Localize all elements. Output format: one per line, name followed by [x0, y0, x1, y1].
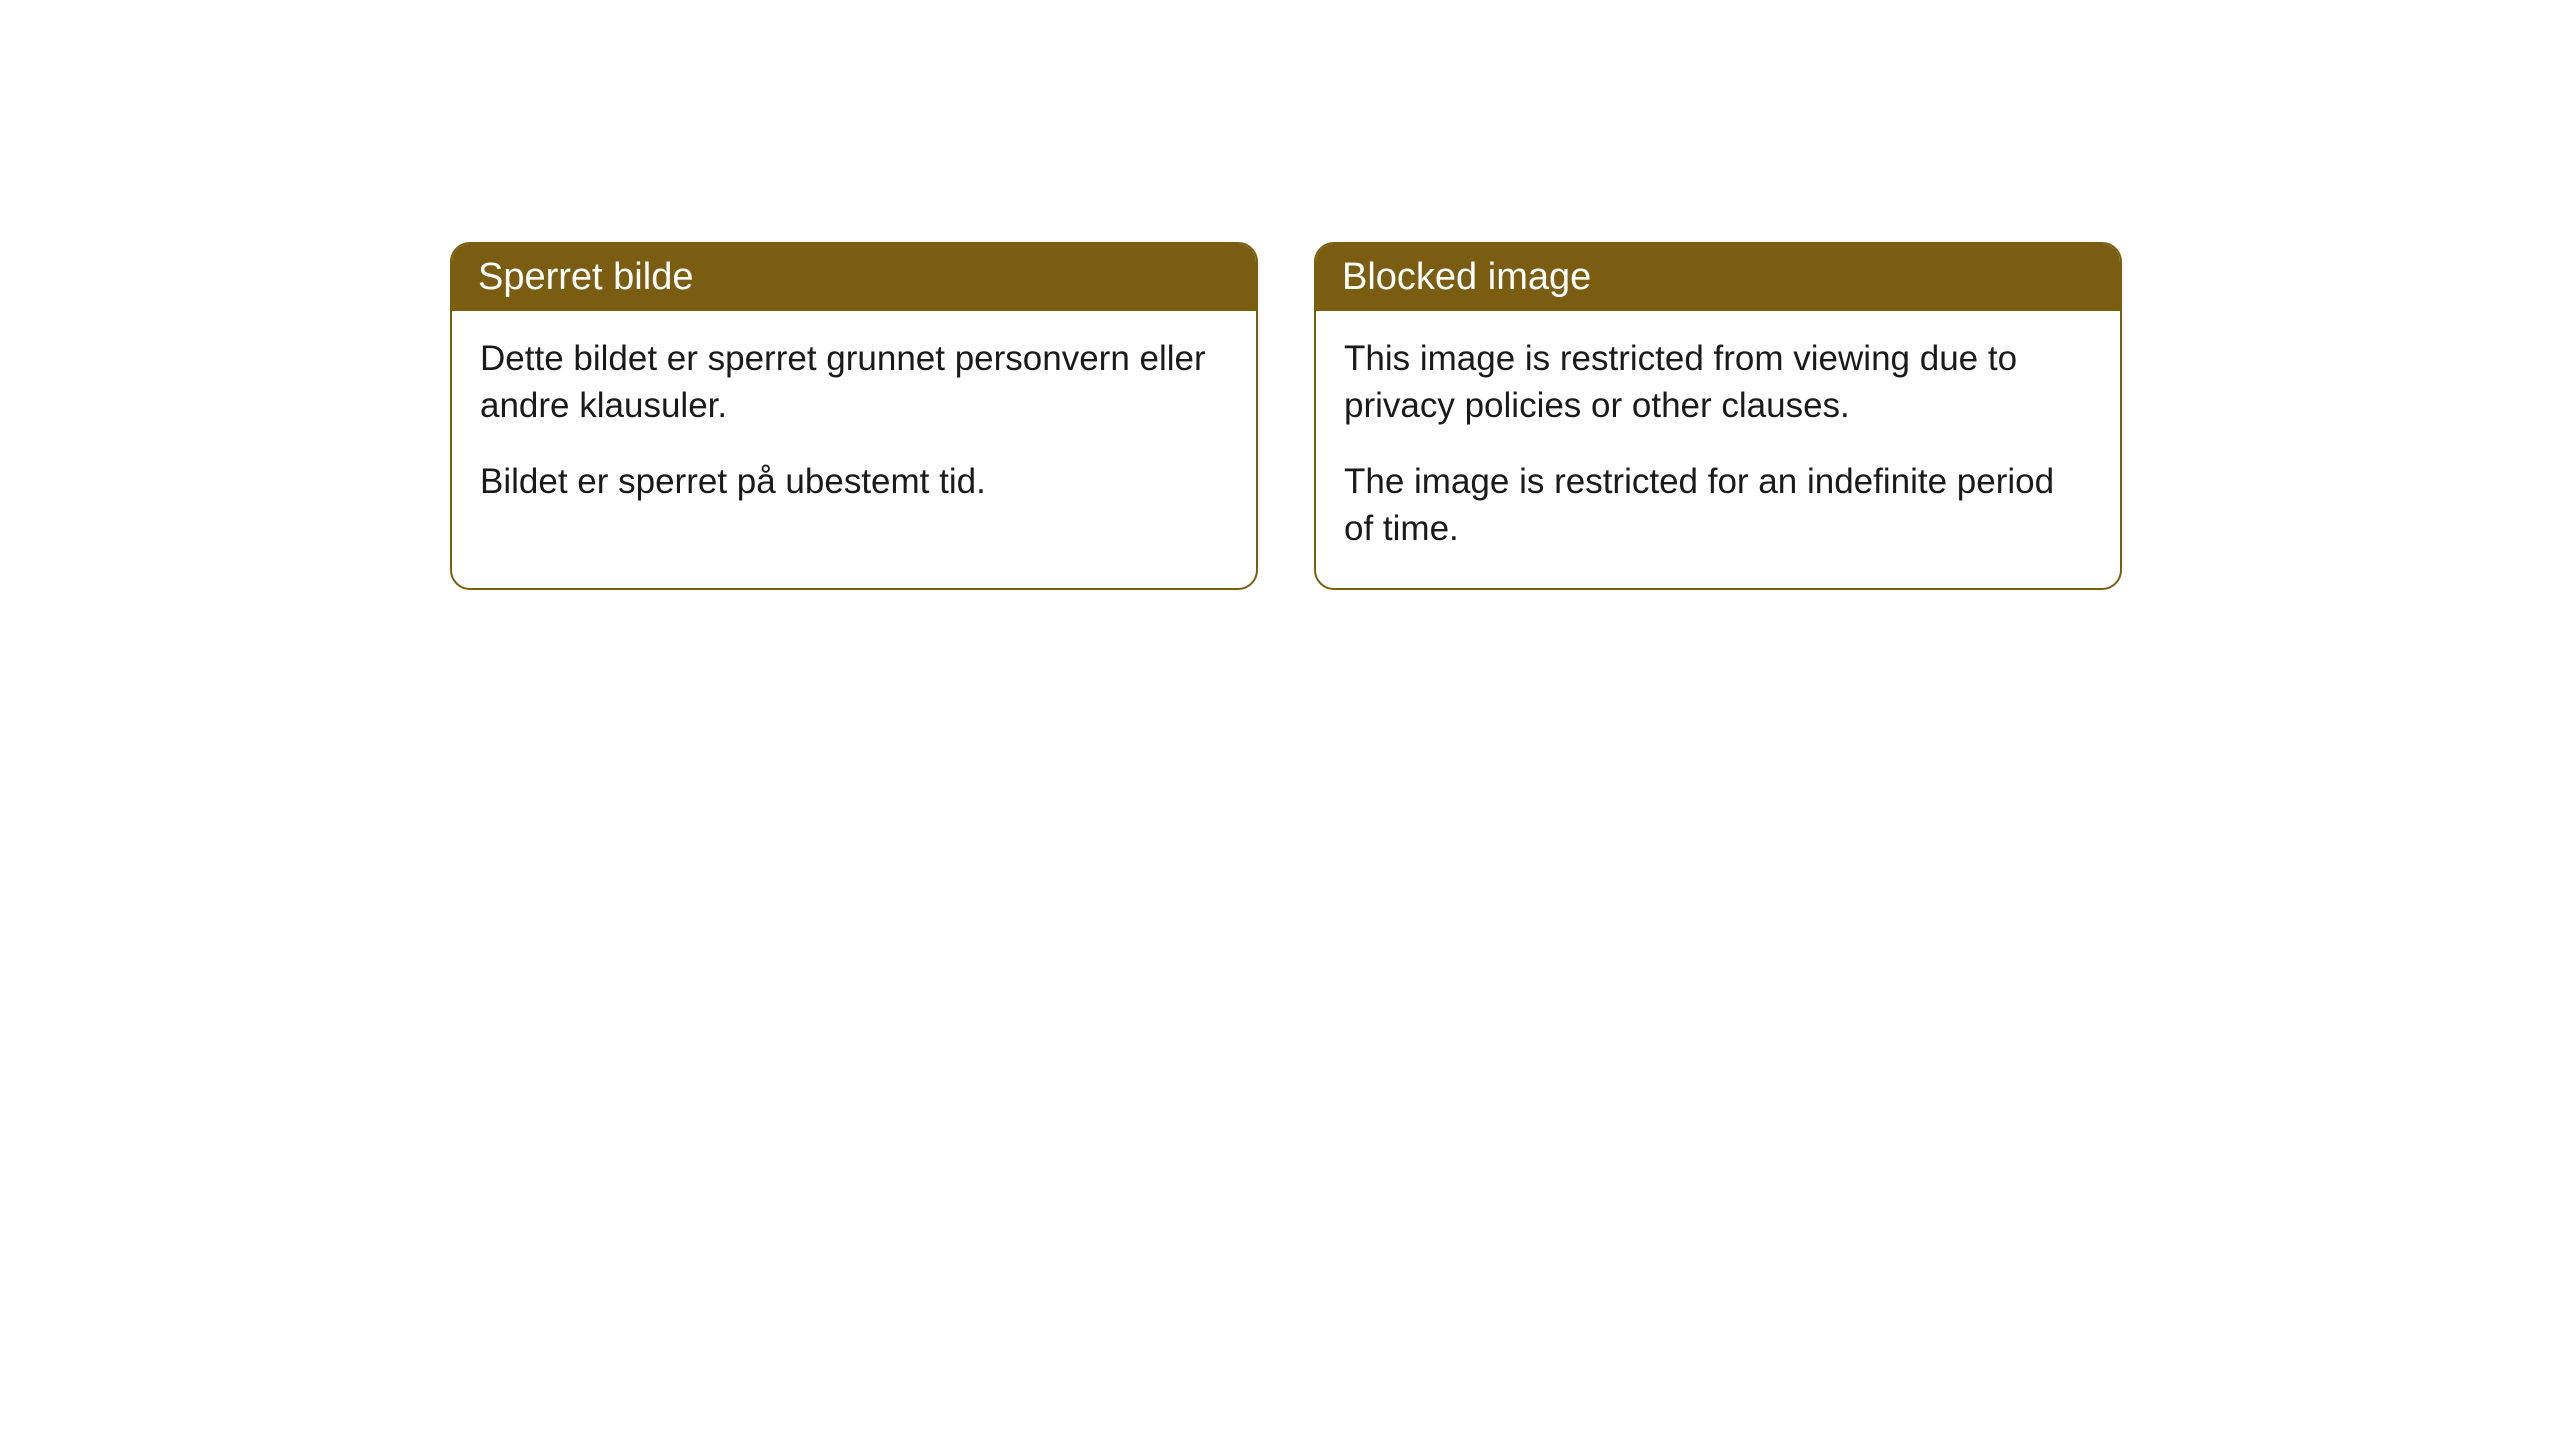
card-paragraph: The image is restricted for an indefinit…: [1344, 458, 2092, 553]
card-header: Sperret bilde: [452, 244, 1256, 311]
blocked-image-card-norwegian: Sperret bilde Dette bildet er sperret gr…: [450, 242, 1258, 590]
card-title: Sperret bilde: [478, 256, 693, 298]
card-paragraph: Bildet er sperret på ubestemt tid.: [480, 458, 1228, 505]
card-paragraph: Dette bildet er sperret grunnet personve…: [480, 335, 1228, 430]
card-body: This image is restricted from viewing du…: [1316, 311, 2120, 588]
card-header: Blocked image: [1316, 244, 2120, 311]
card-title: Blocked image: [1342, 256, 1591, 298]
notice-cards-container: Sperret bilde Dette bildet er sperret gr…: [0, 0, 2560, 590]
card-paragraph: This image is restricted from viewing du…: [1344, 335, 2092, 430]
card-body: Dette bildet er sperret grunnet personve…: [452, 311, 1256, 541]
blocked-image-card-english: Blocked image This image is restricted f…: [1314, 242, 2122, 590]
